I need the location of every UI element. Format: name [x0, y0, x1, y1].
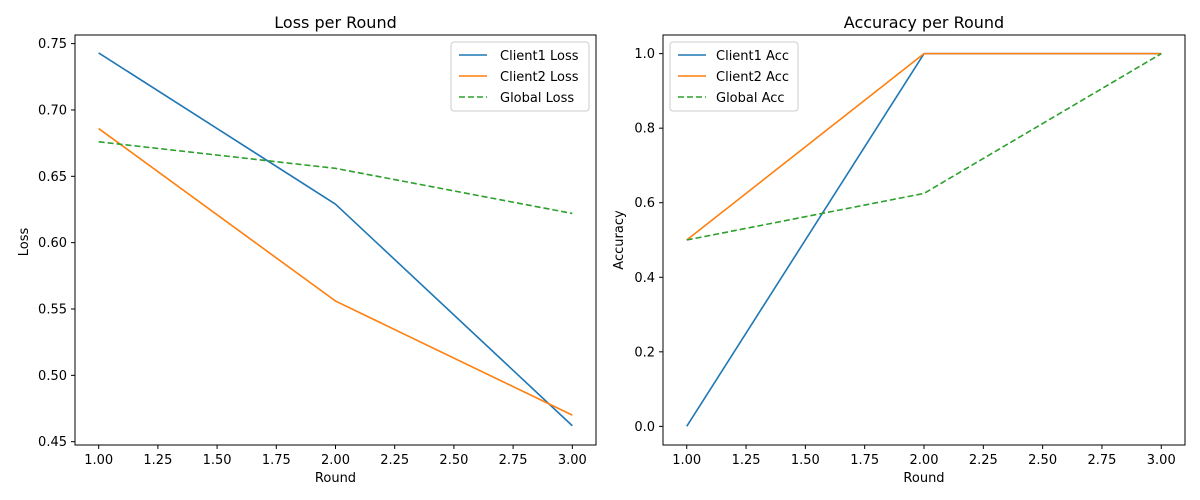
loss-legend-label-client2: Client2 Loss — [500, 70, 579, 85]
loss-x-tick-label: 2.00 — [321, 453, 350, 468]
accuracy-y-tick-label: 0.6 — [634, 196, 655, 211]
accuracy-x-tick-label: 2.75 — [1087, 453, 1116, 468]
loss-series-line-3 — [98, 141, 573, 215]
loss-x-tick-label: 3.00 — [558, 453, 587, 468]
loss-x-tick-label: 1.25 — [143, 453, 172, 468]
accuracy-y-tick-label: 0.0 — [634, 420, 655, 435]
loss-x-tick-label: 2.50 — [439, 453, 468, 468]
loss-x-tick-label: 1.75 — [262, 453, 291, 468]
loss-x-tick-label: 2.75 — [499, 453, 528, 468]
loss-x-tick-label: 1.00 — [84, 453, 113, 468]
accuracy-chart-ylabel: Accuracy — [612, 210, 627, 270]
loss-chart-series — [98, 52, 573, 427]
accuracy-chart-ticks: 1.00 1.25 1.50 1.75 2.00 2.25 2.50 2.75 3.00 0.0 0… — [634, 47, 1175, 468]
loss-chart-panel: Loss per Round Round Loss 1.00 1.25 1.50 1.… — [17, 13, 597, 486]
accuracy-x-tick-label: 1.25 — [732, 453, 761, 468]
loss-x-tick-label: 2.25 — [380, 453, 409, 468]
accuracy-x-tick-label: 1.75 — [850, 453, 879, 468]
accuracy-legend-box — [669, 41, 799, 112]
loss-x-tick-label: 1.50 — [203, 453, 232, 468]
accuracy-y-tick-label: 1.0 — [634, 47, 655, 62]
loss-legend-label-client1: Client1 Loss — [500, 49, 579, 64]
accuracy-x-tick-label: 2.00 — [910, 453, 939, 468]
accuracy-y-tick-label: 0.8 — [634, 122, 655, 137]
accuracy-x-tick-label: 2.25 — [969, 453, 998, 468]
accuracy-chart-series — [686, 52, 1162, 427]
accuracy-legend-label-client2: Client2 Acc — [716, 70, 789, 85]
loss-y-tick-label: 0.75 — [38, 37, 67, 52]
accuracy-series-line-2 — [686, 52, 1162, 241]
accuracy-x-tick-label: 3.00 — [1147, 453, 1176, 468]
loss-legend-label-global: Global Loss — [500, 91, 574, 106]
accuracy-y-tick-label: 0.2 — [634, 345, 655, 360]
accuracy-chart-legend: Client1 Acc Client2 Acc Global Acc — [669, 41, 799, 112]
accuracy-x-tick-label: 1.00 — [672, 453, 701, 468]
loss-y-tick-label: 0.60 — [38, 236, 67, 251]
accuracy-chart-axes-frame — [662, 34, 1186, 446]
loss-legend-box — [450, 41, 590, 112]
loss-y-tick-label: 0.50 — [38, 369, 67, 384]
accuracy-chart-panel: Accuracy per Round Round Accuracy 1.00 1.… — [612, 13, 1186, 486]
loss-chart-axes-frame — [74, 34, 597, 446]
loss-chart-ticks: 1.00 1.25 1.50 1.75 2.00 2.25 2.50 2.75 3.00 0.45… — [38, 37, 587, 468]
loss-y-tick-label: 0.45 — [38, 435, 67, 450]
loss-y-tick-label: 0.70 — [38, 103, 67, 118]
loss-chart-ylabel: Loss — [17, 228, 32, 257]
loss-y-tick-label: 0.55 — [38, 302, 67, 317]
accuracy-legend-label-client1: Client1 Acc — [716, 49, 789, 64]
accuracy-chart-xlabel: Round — [903, 471, 944, 486]
accuracy-y-tick-label: 0.4 — [634, 271, 655, 286]
accuracy-legend-label-global: Global Acc — [716, 91, 785, 106]
loss-chart-legend: Client1 Loss Client2 Loss Global Loss — [450, 41, 590, 112]
loss-chart-xlabel: Round — [315, 471, 356, 486]
accuracy-chart-title: Accuracy per Round — [844, 13, 1004, 32]
accuracy-x-tick-label: 2.50 — [1028, 453, 1057, 468]
accuracy-x-tick-label: 1.50 — [791, 453, 820, 468]
loss-chart-title: Loss per Round — [274, 13, 396, 32]
loss-series-line-1 — [98, 52, 573, 427]
accuracy-series-line-3 — [686, 52, 1162, 241]
loss-series-line-2 — [98, 127, 573, 416]
loss-y-tick-label: 0.65 — [38, 170, 67, 185]
